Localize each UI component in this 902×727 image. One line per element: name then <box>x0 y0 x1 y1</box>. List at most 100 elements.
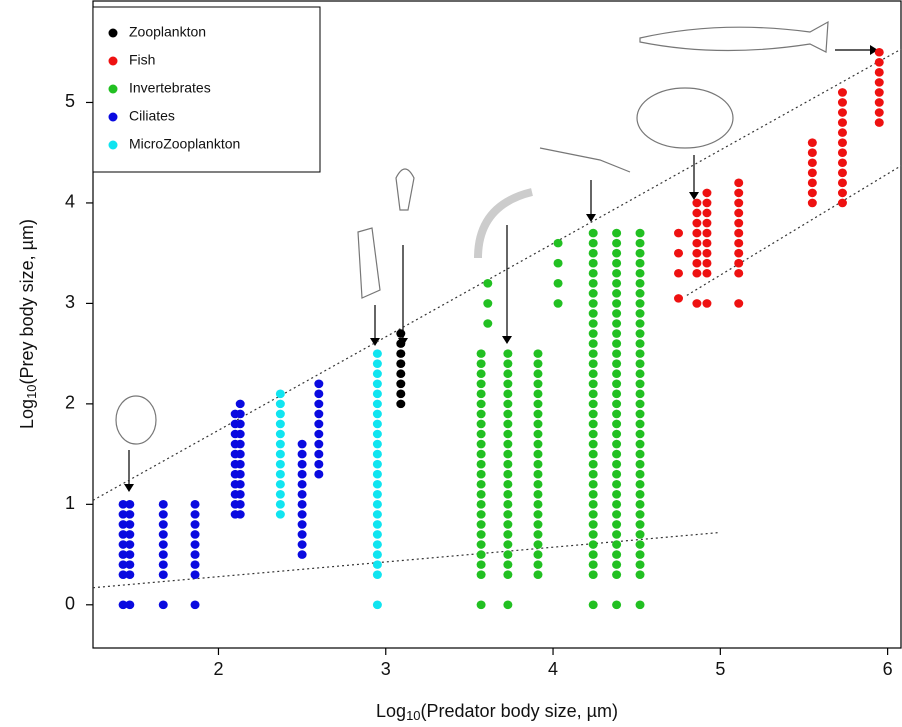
y-tick-label: 3 <box>65 292 75 312</box>
point <box>158 530 168 539</box>
point <box>874 108 884 117</box>
y-axis-title-part: (Prey body size, µm) <box>17 219 37 384</box>
point <box>118 570 128 579</box>
point <box>612 339 622 348</box>
point <box>692 268 702 278</box>
point <box>372 510 382 519</box>
point <box>503 540 513 549</box>
point <box>476 540 486 549</box>
point <box>588 439 598 449</box>
point <box>372 369 382 379</box>
legend-label: Ciliates <box>129 108 175 124</box>
legend-label: MicroZooplankton <box>129 136 240 152</box>
point <box>588 329 598 338</box>
point <box>612 459 622 469</box>
point <box>503 570 513 579</box>
point <box>297 550 307 559</box>
point <box>190 500 200 509</box>
point <box>275 500 285 509</box>
point <box>396 379 406 389</box>
point <box>612 570 622 579</box>
point <box>612 550 622 559</box>
point <box>588 369 598 379</box>
point <box>235 439 245 449</box>
point <box>476 600 486 610</box>
point <box>275 449 285 459</box>
point <box>372 489 382 499</box>
point <box>125 550 135 559</box>
point <box>297 479 307 489</box>
point <box>734 228 744 238</box>
legend-marker <box>108 112 118 122</box>
point <box>190 560 200 569</box>
point <box>533 439 543 449</box>
point <box>476 389 486 399</box>
point <box>635 238 645 248</box>
point <box>275 479 285 489</box>
point <box>372 349 382 358</box>
point <box>612 369 622 379</box>
point <box>612 319 622 328</box>
point <box>807 168 817 178</box>
point <box>533 369 543 379</box>
point <box>235 399 245 409</box>
point <box>588 299 598 308</box>
ciliate-sketch <box>115 395 157 445</box>
point <box>476 560 486 569</box>
point <box>635 530 645 539</box>
point <box>612 560 622 569</box>
point <box>612 449 622 459</box>
point <box>476 429 486 439</box>
point <box>635 600 645 610</box>
point <box>612 479 622 489</box>
x-tick-label: 5 <box>715 659 725 679</box>
point <box>612 419 622 429</box>
point <box>476 459 486 469</box>
point <box>702 268 712 278</box>
legend-label: Invertebrates <box>129 80 211 96</box>
point <box>612 258 622 268</box>
point <box>533 540 543 549</box>
point <box>476 359 486 368</box>
y-tick-label: 0 <box>65 594 75 614</box>
point <box>158 500 168 509</box>
point <box>588 309 598 318</box>
point <box>734 299 744 308</box>
point <box>503 409 513 419</box>
point <box>635 399 645 409</box>
point <box>158 570 168 579</box>
point <box>807 188 817 198</box>
point <box>588 530 598 539</box>
point <box>476 510 486 519</box>
x-axis-title-part: Log <box>376 701 406 721</box>
point <box>483 279 493 288</box>
point <box>874 57 884 67</box>
point <box>612 238 622 248</box>
point <box>837 98 847 107</box>
point <box>125 560 135 569</box>
point <box>158 600 168 610</box>
point <box>533 550 543 559</box>
point <box>503 520 513 529</box>
illustrations <box>115 20 878 492</box>
point <box>635 228 645 238</box>
point <box>314 439 324 449</box>
point <box>503 419 513 429</box>
point <box>837 168 847 178</box>
point <box>125 520 135 529</box>
point <box>372 419 382 429</box>
point <box>635 349 645 358</box>
point <box>503 369 513 379</box>
point <box>476 489 486 499</box>
point <box>807 148 817 158</box>
point <box>235 459 245 469</box>
point <box>503 469 513 479</box>
point <box>635 560 645 569</box>
point <box>702 248 712 258</box>
point <box>692 248 702 258</box>
point <box>837 178 847 188</box>
point <box>372 409 382 419</box>
point <box>125 540 135 549</box>
point <box>588 520 598 529</box>
x-tick-label: 4 <box>548 659 558 679</box>
